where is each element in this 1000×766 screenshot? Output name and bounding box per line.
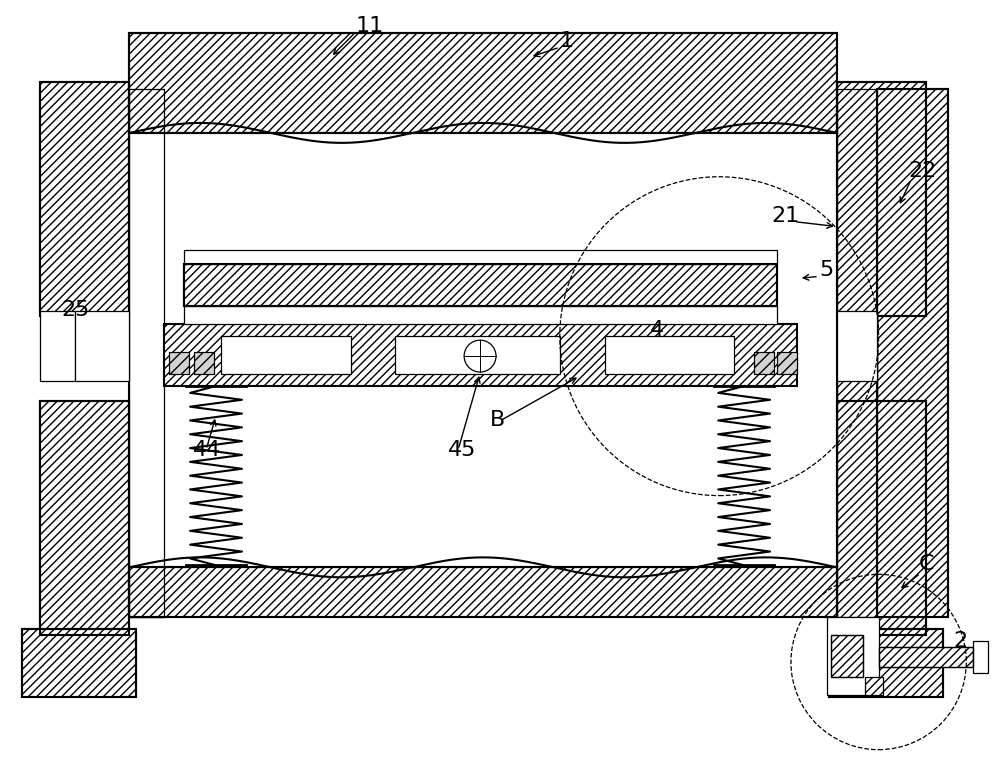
Bar — [605, 336, 734, 374]
Bar — [129, 133, 837, 568]
Bar — [221, 336, 351, 374]
Bar — [829, 629, 943, 697]
Text: 11: 11 — [356, 16, 384, 36]
Bar — [184, 264, 777, 306]
Bar — [865, 677, 883, 695]
Bar — [40, 401, 129, 635]
Bar — [754, 352, 774, 374]
Text: 22: 22 — [909, 161, 937, 181]
Bar — [184, 264, 777, 306]
Text: 1: 1 — [560, 31, 574, 51]
Bar — [754, 352, 774, 374]
Bar — [184, 250, 777, 264]
Bar — [129, 33, 837, 133]
Bar — [164, 324, 797, 386]
Bar — [169, 352, 189, 374]
Bar — [837, 82, 926, 316]
Bar — [777, 352, 797, 374]
Circle shape — [464, 340, 496, 372]
Bar — [831, 635, 863, 677]
Bar — [777, 352, 797, 374]
Bar — [827, 617, 879, 695]
Text: 44: 44 — [193, 440, 221, 460]
Bar — [837, 89, 877, 617]
Bar — [837, 82, 926, 316]
Bar — [877, 89, 948, 617]
Bar — [129, 89, 164, 617]
Bar — [829, 629, 943, 697]
Bar — [973, 641, 988, 673]
Bar — [40, 401, 129, 635]
Bar — [879, 647, 973, 667]
Text: 21: 21 — [771, 205, 799, 226]
Bar — [831, 635, 863, 677]
Bar — [837, 401, 926, 635]
Bar — [395, 336, 560, 374]
Bar — [184, 306, 777, 324]
Bar — [837, 401, 926, 635]
Bar — [879, 647, 973, 667]
Bar — [40, 311, 75, 381]
Text: B: B — [490, 410, 505, 430]
Bar — [40, 82, 129, 316]
Bar — [194, 352, 214, 374]
Bar — [129, 33, 837, 133]
Text: C: C — [918, 555, 934, 574]
Text: 2: 2 — [953, 631, 967, 651]
Text: 45: 45 — [448, 440, 477, 460]
Text: 5: 5 — [819, 260, 833, 280]
Bar — [194, 352, 214, 374]
Bar — [40, 82, 129, 316]
Bar — [75, 311, 129, 381]
Bar — [129, 568, 837, 617]
Text: 25: 25 — [62, 300, 90, 320]
Bar — [837, 311, 877, 381]
Bar — [22, 629, 136, 697]
Bar — [837, 89, 877, 617]
Bar — [169, 352, 189, 374]
Bar — [877, 89, 948, 617]
Bar — [129, 89, 164, 617]
Text: 4: 4 — [649, 320, 664, 340]
Bar — [129, 568, 837, 617]
Bar — [22, 629, 136, 697]
